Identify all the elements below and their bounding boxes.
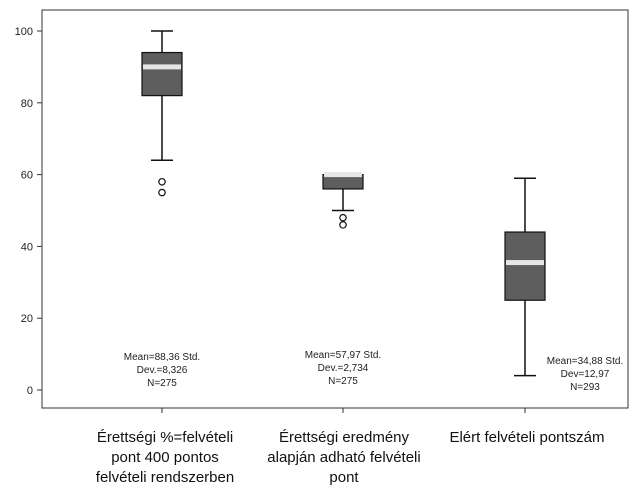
outlier-0-0 [158,177,166,186]
median-0 [143,64,181,70]
annotation-0-2: N=275 [147,378,177,389]
annotation-1-2: N=275 [328,376,358,387]
category-label-2-0: Elért felvételi pontszám [449,429,604,446]
category-label-1-0: Érettségi eredmény [279,429,410,446]
outlier-0-1 [158,188,166,197]
annotation-2-1: Dev=12,97 [561,369,610,380]
y-tick-label-40: 40 [21,241,33,253]
y-tick-label-100: 100 [15,26,33,38]
annotation-1-0: Mean=57,97 Std. [305,350,381,361]
category-label-0-0: Érettségi %=felvételi [97,429,233,446]
median-1 [324,172,362,178]
outlier-1-1 [339,221,347,229]
median-2 [506,260,544,266]
annotation-1-1: Dev.=2,734 [318,363,369,374]
annotation-2-2: N=293 [570,382,600,393]
annotation-0-1: Dev.=8,326 [137,365,188,376]
category-label-1-1: alapján adható felvételi [267,449,420,466]
y-tick-label-80: 80 [21,98,33,110]
category-label-0-2: felvételi rendszerben [96,469,234,486]
y-tick-label-60: 60 [21,170,33,182]
y-tick-label-20: 20 [21,313,33,325]
annotation-0-0: Mean=88,36 Std. [124,352,200,363]
outlier-1-0 [339,213,347,222]
box-2 [504,231,546,301]
category-label-1-2: pont [329,469,359,486]
annotation-2-0: Mean=34,88 Std. [547,356,623,367]
box-0 [141,51,183,97]
plot-frame [41,9,629,409]
y-tick-label-0: 0 [27,385,33,397]
category-label-0-1: pont 400 pontos [111,449,219,466]
